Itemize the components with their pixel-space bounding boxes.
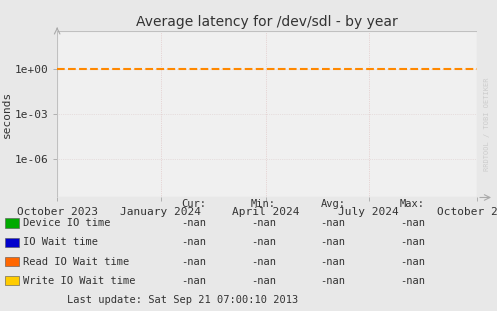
Text: -nan: -nan bbox=[400, 257, 425, 267]
Text: IO Wait time: IO Wait time bbox=[23, 237, 98, 247]
Text: -nan: -nan bbox=[321, 237, 345, 247]
Title: Average latency for /dev/sdl - by year: Average latency for /dev/sdl - by year bbox=[136, 15, 398, 29]
Text: -nan: -nan bbox=[251, 237, 276, 247]
Text: -nan: -nan bbox=[181, 237, 206, 247]
Text: Avg:: Avg: bbox=[321, 199, 345, 209]
Text: -nan: -nan bbox=[321, 257, 345, 267]
Text: -nan: -nan bbox=[321, 276, 345, 286]
Text: -nan: -nan bbox=[251, 218, 276, 228]
Text: -nan: -nan bbox=[251, 276, 276, 286]
Text: Min:: Min: bbox=[251, 199, 276, 209]
Text: -nan: -nan bbox=[181, 218, 206, 228]
Text: Cur:: Cur: bbox=[181, 199, 206, 209]
Text: Max:: Max: bbox=[400, 199, 425, 209]
Text: Last update: Sat Sep 21 07:00:10 2013: Last update: Sat Sep 21 07:00:10 2013 bbox=[67, 295, 298, 305]
Text: Write IO Wait time: Write IO Wait time bbox=[23, 276, 135, 286]
Text: -nan: -nan bbox=[400, 218, 425, 228]
Text: RRDTOOL / TOBI OETIKER: RRDTOOL / TOBI OETIKER bbox=[484, 78, 490, 171]
Y-axis label: seconds: seconds bbox=[1, 91, 11, 138]
Text: -nan: -nan bbox=[400, 237, 425, 247]
Text: -nan: -nan bbox=[181, 276, 206, 286]
Text: Read IO Wait time: Read IO Wait time bbox=[23, 257, 129, 267]
Text: -nan: -nan bbox=[321, 218, 345, 228]
Text: -nan: -nan bbox=[251, 257, 276, 267]
Text: -nan: -nan bbox=[181, 257, 206, 267]
Text: -nan: -nan bbox=[400, 276, 425, 286]
Text: Device IO time: Device IO time bbox=[23, 218, 110, 228]
